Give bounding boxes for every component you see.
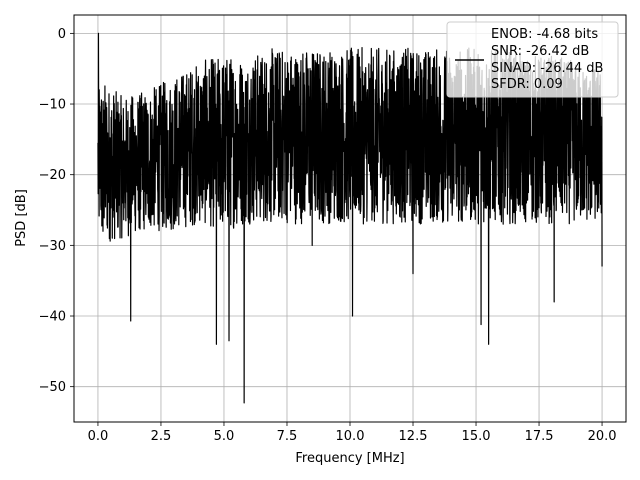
x-tick-label: 10.0 (336, 429, 365, 444)
y-tick-label: −30 (39, 239, 66, 254)
legend-entry: ENOB: -4.68 bits (491, 27, 598, 42)
x-tick-label: 20.0 (588, 429, 617, 444)
x-tick-label: 7.5 (277, 429, 298, 444)
x-tick-label: 5.0 (214, 429, 235, 444)
y-tick-label: −20 (39, 168, 66, 183)
y-axis: 0 −10 −20 −30 −40 −50 (39, 27, 74, 395)
y-tick-label: 0 (58, 27, 66, 42)
y-tick-label: −50 (39, 380, 66, 395)
legend-entry: SNR: -26.42 dB (491, 44, 589, 59)
x-tick-label: 0.0 (88, 429, 109, 444)
x-axis-label: Frequency [MHz] (295, 451, 404, 466)
x-tick-label: 2.5 (151, 429, 172, 444)
legend-box (446, 21, 619, 98)
y-tick-label: −40 (39, 310, 66, 325)
x-axis: 0.0 2.5 5.0 7.5 10.0 12.5 15.0 17.5 20.0 (88, 422, 617, 444)
y-axis-label: PSD [dB] (14, 189, 29, 247)
legend-entry: SINAD: -26.44 dB (491, 61, 603, 76)
psd-series-line (97, 32, 603, 404)
legend-entry: SFDR: 0.09 (491, 77, 563, 92)
x-tick-label: 15.0 (462, 429, 491, 444)
x-tick-label: 12.5 (399, 429, 428, 444)
legend: ENOB: -4.68 bits SNR: -26.42 dB SINAD: -… (446, 21, 619, 98)
series-group (97, 32, 603, 404)
x-tick-label: 17.5 (525, 429, 554, 444)
y-tick-label: −10 (39, 98, 66, 113)
